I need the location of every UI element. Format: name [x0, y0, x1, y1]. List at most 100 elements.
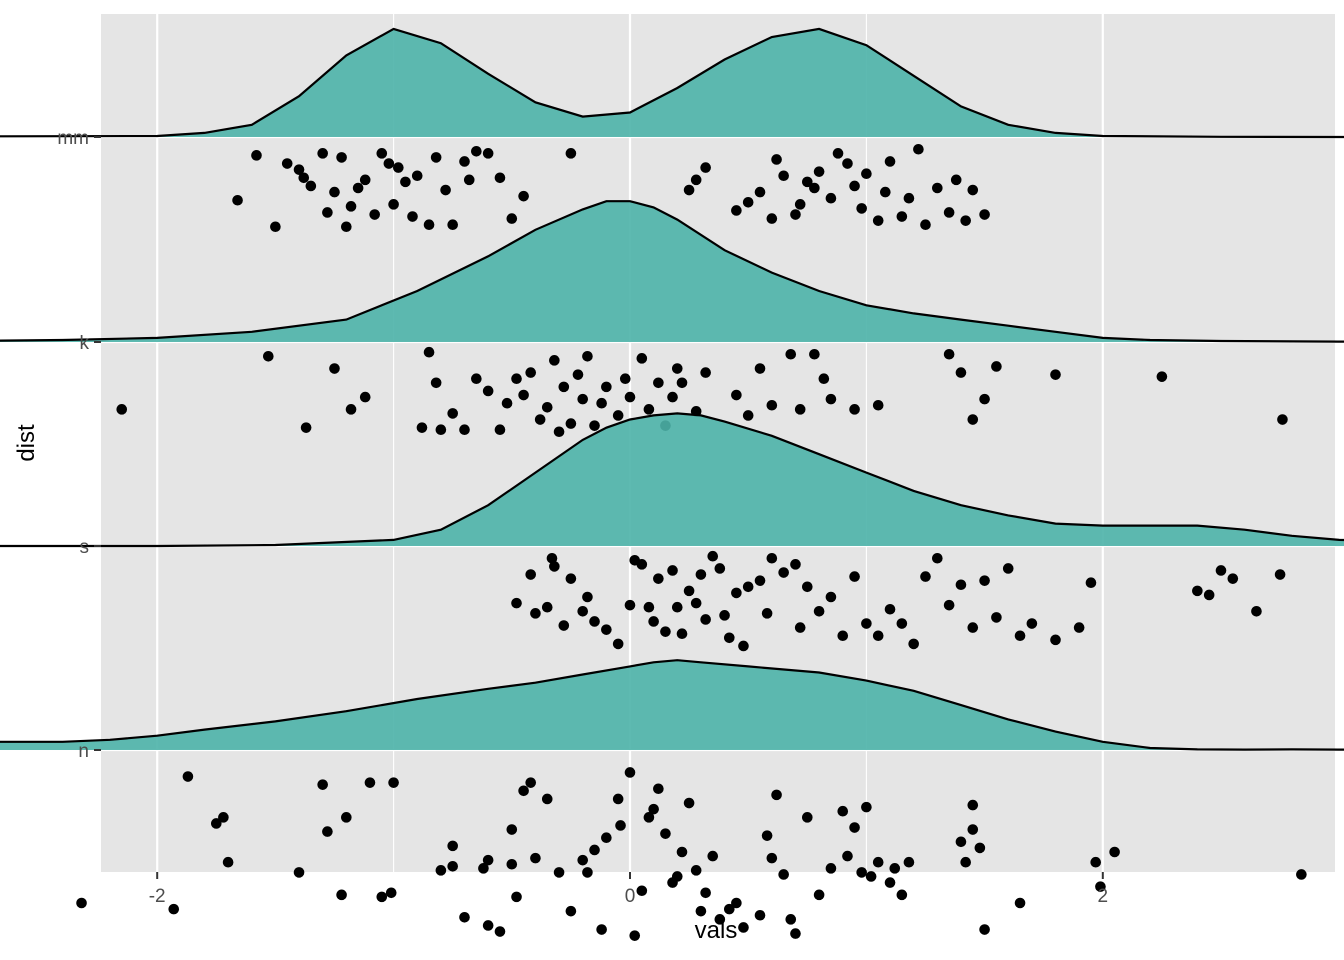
data-point-n: [974, 842, 986, 854]
data-point-mm: [411, 170, 423, 182]
data-point-s: [731, 587, 742, 599]
data-point-n: [76, 897, 87, 909]
data-point-mm: [459, 156, 470, 167]
data-point-n: [218, 812, 229, 823]
density-fill-n: [0, 660, 1344, 750]
data-point-k: [482, 385, 494, 397]
data-point-n: [541, 793, 553, 805]
data-point-n: [778, 869, 789, 880]
ridge-layer: [0, 27, 1344, 941]
data-point-s: [1215, 565, 1227, 576]
data-point-n: [553, 867, 565, 878]
data-point-mm: [506, 213, 518, 224]
data-point-n: [766, 852, 778, 864]
data-point-mm: [447, 219, 459, 231]
data-point-k: [582, 350, 593, 362]
data-point-n: [884, 877, 896, 888]
data-point-k: [943, 348, 955, 360]
data-point-n: [754, 909, 766, 921]
data-point-k: [991, 361, 1002, 372]
data-point-s: [1192, 585, 1203, 597]
data-point-k: [785, 348, 797, 360]
data-point-n: [322, 826, 333, 837]
data-point-s: [955, 579, 967, 591]
data-point-mm: [700, 162, 711, 173]
data-point-s: [794, 622, 806, 633]
data-point-s: [719, 610, 730, 621]
data-point-s: [1251, 605, 1262, 617]
data-point-n: [837, 805, 849, 817]
data-point-k: [612, 410, 624, 421]
data-point-mm: [766, 213, 778, 224]
data-point-k: [501, 397, 513, 409]
data-point-k: [1156, 371, 1168, 382]
data-point-mm: [832, 148, 844, 159]
data-point-n: [825, 863, 837, 874]
data-point-n: [511, 891, 522, 903]
data-point-k: [565, 418, 577, 429]
data-point-s: [813, 605, 825, 617]
data-point-s: [884, 603, 896, 615]
data-point-s: [1050, 634, 1061, 646]
data-point-s: [1073, 622, 1085, 633]
data-point-s: [872, 630, 884, 642]
data-point-k: [825, 393, 837, 405]
data-point-mm: [352, 182, 364, 194]
data-point-k: [676, 377, 688, 389]
data-point-k: [541, 401, 553, 413]
data-point-n: [494, 926, 506, 937]
data-point-mm: [463, 174, 475, 186]
y-tick-label: mm: [57, 128, 89, 149]
data-point-s: [589, 616, 600, 627]
data-point-k: [601, 381, 612, 393]
data-point-s: [601, 624, 612, 635]
density-fill-s: [0, 413, 1344, 546]
data-point-mm: [943, 207, 955, 218]
data-point-n: [293, 867, 305, 878]
data-point-k: [511, 373, 522, 385]
data-point-k: [794, 404, 806, 415]
density-fill-k: [0, 201, 1344, 342]
data-point-n: [723, 903, 735, 915]
data-point-s: [690, 597, 702, 609]
data-point-s: [700, 614, 711, 625]
data-point-n: [903, 856, 915, 868]
data-point-n: [648, 803, 659, 815]
data-point-mm: [322, 207, 333, 218]
data-point-mm: [825, 192, 837, 204]
data-point-mm: [388, 199, 399, 210]
data-point-k: [345, 404, 357, 415]
data-point-s: [1227, 573, 1239, 584]
data-point-s: [549, 561, 560, 572]
data-point-s: [761, 608, 773, 619]
data-point-mm: [913, 143, 924, 155]
data-point-s: [683, 585, 695, 597]
axis-layer: -4-2024nskmm: [57, 128, 1108, 907]
data-point-mm: [880, 186, 891, 198]
data-point-n: [676, 846, 688, 858]
data-point-k: [700, 367, 711, 378]
data-point-mm: [884, 156, 896, 167]
data-point-s: [612, 638, 624, 650]
data-point-n: [577, 854, 589, 866]
data-point-s: [1274, 569, 1286, 580]
data-point-s: [660, 626, 671, 637]
data-point-mm: [856, 203, 867, 214]
data-point-n: [653, 783, 664, 795]
data-point-n: [636, 885, 648, 897]
data-point-n: [1090, 856, 1102, 868]
data-point-s: [695, 569, 707, 580]
data-point-s: [648, 616, 659, 627]
data-point-n: [482, 854, 494, 866]
data-point-s: [582, 591, 593, 603]
density-line-n: [0, 659, 1344, 751]
data-point-mm: [232, 194, 243, 206]
data-point-n: [388, 777, 399, 788]
data-point-k: [643, 404, 655, 415]
data-point-k: [549, 355, 560, 366]
data-point-k: [534, 414, 546, 425]
data-point-s: [790, 559, 801, 570]
data-point-mm: [802, 176, 813, 188]
data-point-s: [861, 618, 872, 629]
